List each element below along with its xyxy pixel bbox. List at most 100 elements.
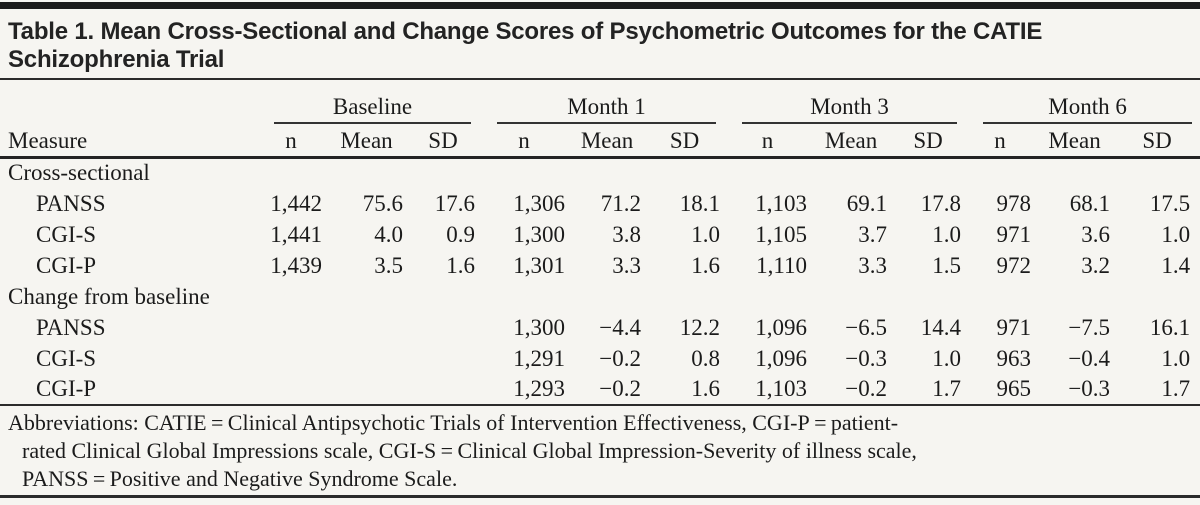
measure-cell: PANSS [36, 314, 106, 340]
top-rule [0, 2, 1200, 9]
value-cell: 14.4 [920, 314, 962, 340]
section-row: Cross-sectional [0, 157, 1200, 188]
value-cell: 1,103 [755, 376, 808, 401]
value-cell: 3.3 [858, 252, 888, 278]
value-cell: 1.4 [1161, 252, 1191, 278]
value-cell: 1,441 [270, 221, 322, 247]
section-label: Change from baseline [8, 283, 210, 309]
value-cell: 18.1 [679, 190, 721, 216]
value-cell: 17.6 [434, 190, 476, 216]
col-header-month3-n: n [724, 126, 812, 159]
value-cell: 965 [996, 376, 1032, 401]
measure-cell: CGI-P [36, 252, 97, 278]
value-cell: 1.0 [1161, 221, 1191, 247]
table-row: CGI-P 1,293 −0.2 1.6 1,103 −0.2 1.7 965 −0.3 1.7 [0, 374, 1200, 405]
footnote-line-2: rated Clinical Global Impressions scale,… [22, 438, 917, 463]
value-cell: 1,301 [513, 252, 566, 278]
col-header-baseline-sd: SD [407, 126, 480, 159]
value-cell [407, 374, 479, 405]
measure-cell: CGI-S [36, 221, 97, 247]
value-cell: −0.3 [1068, 376, 1111, 401]
value-cell: 75.6 [362, 190, 403, 216]
value-cell [256, 343, 326, 374]
value-cell: 963 [996, 345, 1032, 371]
value-cell: 71.2 [600, 190, 642, 216]
value-cell: 1,096 [755, 314, 808, 340]
column-header-row: Measure n Mean SD n Mean SD n Mean SD n … [0, 126, 1200, 159]
value-cell: 1.6 [446, 252, 476, 278]
value-cell: 1,110 [756, 252, 808, 278]
abbreviations-footnote: Abbreviations: CATIE = Clinical Antipsyc… [0, 406, 1200, 495]
value-cell: 1.5 [932, 252, 962, 278]
value-cell: 3.6 [1081, 221, 1111, 247]
value-cell: 3.5 [374, 252, 403, 278]
value-cell: −0.2 [845, 376, 888, 401]
table-row: CGI-S 1,291 −0.2 0.8 1,096 −0.3 1.0 963 −0.4 1.0 [0, 343, 1200, 374]
value-cell: 1.0 [1161, 345, 1191, 371]
measure-cell: CGI-P [36, 376, 97, 401]
section-label: Cross-sectional [8, 160, 150, 186]
value-cell: 17.5 [1149, 190, 1191, 216]
table-row: PANSS 1,442 75.6 17.6 1,306 71.2 18.1 1,103 69.1… [0, 188, 1200, 219]
value-cell: 0.9 [446, 221, 476, 247]
value-cell [326, 374, 407, 405]
col-header-month3-mean: Mean [811, 126, 892, 159]
value-cell: 3.2 [1081, 252, 1111, 278]
value-cell [326, 343, 407, 374]
table-title-line-1: Table 1. Mean Cross-Sectional and Change… [8, 18, 1043, 45]
value-cell: 978 [996, 190, 1032, 216]
value-cell: 1,300 [513, 314, 566, 340]
value-cell: 1,442 [270, 190, 322, 216]
value-cell: 1,105 [755, 221, 808, 247]
col-header-month1-sd: SD [645, 126, 725, 159]
value-cell [407, 343, 479, 374]
bottom-rule [0, 495, 1200, 498]
value-cell: 12.2 [679, 314, 721, 340]
value-cell: −0.3 [845, 345, 888, 371]
measure-cell: PANSS [36, 190, 106, 216]
group-label-month-3: Month 3 [742, 94, 958, 124]
col-header-baseline-mean: Mean [326, 126, 407, 159]
outcomes-table: Baseline Month 1 Month 3 Month 6 Measure… [0, 80, 1200, 406]
value-cell: 3.8 [612, 221, 642, 247]
footnote-line-3: PANSS = Positive and Negative Syndrome S… [22, 466, 458, 491]
value-cell: 1,293 [513, 376, 566, 401]
value-cell: 971 [996, 221, 1032, 247]
value-cell: 3.7 [858, 221, 888, 247]
value-cell: 4.0 [374, 221, 403, 247]
measure-column-header: Measure [0, 126, 256, 159]
value-cell: −4.4 [599, 314, 642, 340]
value-cell [326, 312, 407, 343]
col-header-month3-sd: SD [891, 126, 966, 159]
measure-group-spacer [0, 80, 256, 126]
value-cell: 1,439 [270, 252, 322, 278]
value-cell: 1.6 [691, 376, 721, 401]
value-cell: 1,300 [513, 221, 566, 247]
value-cell: 68.1 [1069, 190, 1111, 216]
value-cell [407, 312, 479, 343]
value-cell: 1,306 [513, 190, 566, 216]
value-cell [256, 312, 326, 343]
value-cell: 1.6 [691, 252, 721, 278]
value-cell: 1.0 [691, 221, 721, 247]
col-header-month6-sd: SD [1114, 126, 1200, 159]
value-cell: −0.2 [599, 376, 642, 401]
title-divider-rule [0, 78, 1200, 80]
measure-cell: CGI-S [36, 345, 97, 371]
value-cell: 1.0 [932, 345, 962, 371]
value-cell: 17.8 [920, 190, 962, 216]
value-cell [256, 374, 326, 405]
value-cell: 1,096 [755, 345, 808, 371]
footnote-line-1: Abbreviations: CATIE = Clinical Antipsyc… [8, 410, 899, 435]
value-cell: 3.3 [612, 252, 642, 278]
value-cell: 1.7 [1161, 376, 1191, 401]
value-cell: −0.2 [599, 345, 642, 371]
table-title-line-2: Schizophrenia Trial [8, 46, 225, 73]
value-cell: 1.0 [932, 221, 962, 247]
col-header-baseline-n: n [256, 126, 326, 159]
col-header-month6-mean: Mean [1035, 126, 1115, 159]
value-cell: 0.8 [691, 345, 721, 371]
group-label-month-1: Month 1 [497, 94, 717, 124]
table-row: CGI-P 1,439 3.5 1.6 1,301 3.3 1.6 1,110 3.3 1.5 97… [0, 250, 1200, 281]
